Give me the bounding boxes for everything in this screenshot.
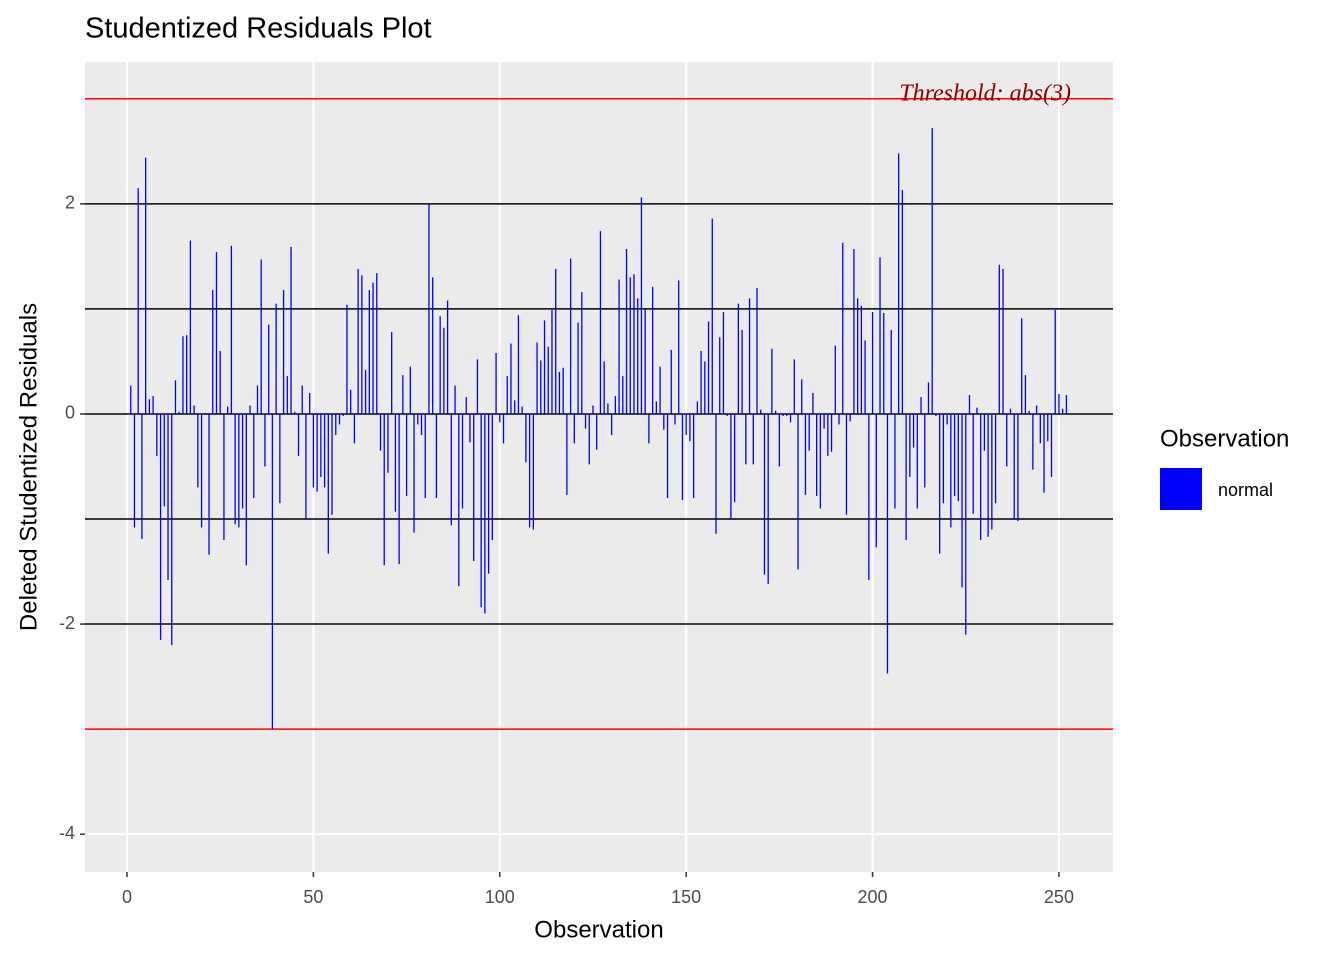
- x-tick-label: 250: [1044, 887, 1074, 907]
- x-tick-label: 200: [858, 887, 888, 907]
- x-tick-label: 150: [671, 887, 701, 907]
- legend-label: normal: [1218, 480, 1273, 500]
- x-tick-label: 50: [303, 887, 323, 907]
- y-tick-label: -2: [59, 613, 75, 633]
- chart-title: Studentized Residuals Plot: [85, 13, 432, 45]
- y-tick-label: 0: [65, 403, 75, 423]
- x-tick-label: 100: [485, 887, 515, 907]
- x-axis-label: Observation: [534, 916, 663, 943]
- legend-key: [1160, 468, 1202, 510]
- legend-title: Observation: [1160, 425, 1289, 452]
- y-tick-label: 2: [65, 193, 75, 213]
- y-tick-label: -4: [59, 823, 75, 843]
- plot-panel: [85, 62, 1113, 872]
- threshold-annotation: Threshold: abs(3): [899, 80, 1071, 106]
- x-tick-label: 0: [122, 887, 132, 907]
- y-axis-label: Deleted Studentized Residuals: [15, 303, 42, 631]
